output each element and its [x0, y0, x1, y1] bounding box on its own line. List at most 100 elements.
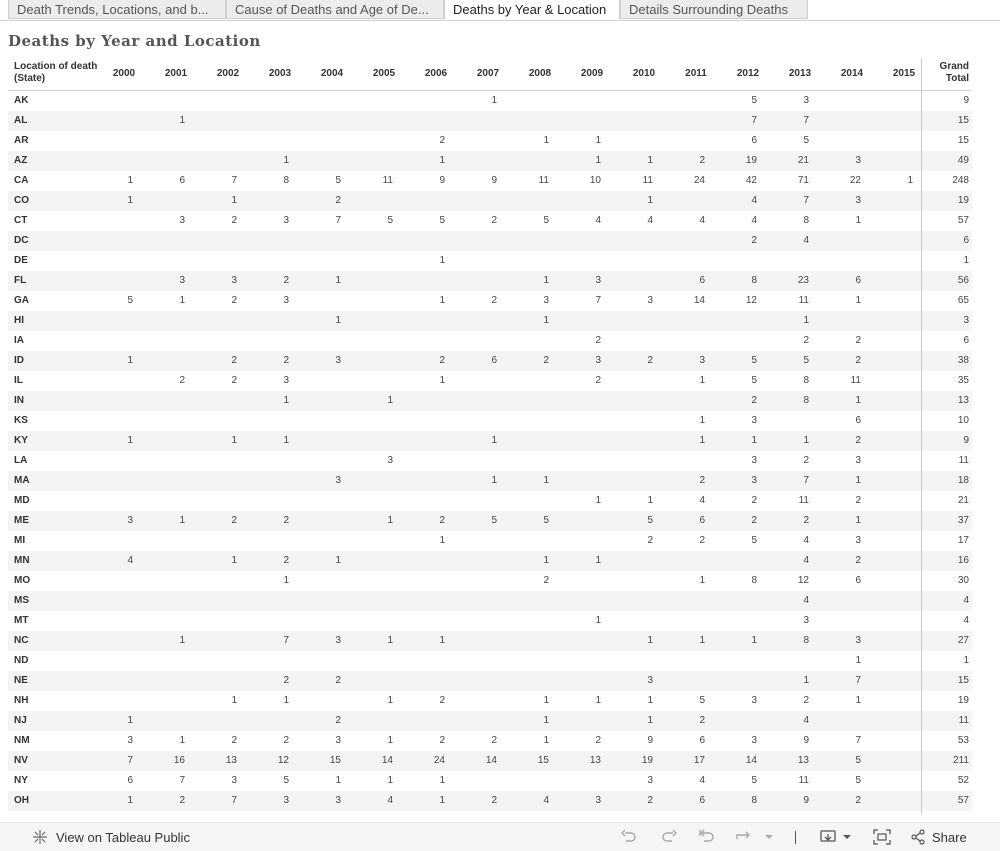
table-cell: 2	[803, 455, 809, 466]
table-cell: 2	[491, 795, 497, 806]
table-cell: 12	[797, 575, 809, 586]
table-cell: 7	[751, 115, 757, 126]
table-cell: 13	[225, 755, 237, 766]
table-cell: 11	[798, 495, 809, 506]
table-cell: 1	[543, 275, 549, 286]
table-cell: 1	[699, 635, 705, 646]
table-row: DE 1 1	[8, 251, 972, 271]
table-cell: 1	[855, 475, 861, 486]
tab-deaths-by-year-location[interactable]: Deaths by Year & Location	[444, 0, 620, 20]
table-cell: 1	[855, 515, 861, 526]
state-label: NH	[14, 695, 29, 706]
table-row: CT 3 2 3 7 5 5 2 5 4 4 4 4 8 1 57	[8, 211, 972, 231]
table-cell: 9	[491, 175, 497, 186]
redo-icon[interactable]	[660, 829, 678, 845]
table-cell: 22	[849, 175, 861, 186]
table-cell: 1	[179, 735, 185, 746]
table-cell: 1	[803, 435, 809, 446]
state-label: MI	[14, 535, 26, 546]
table-cell: 3	[647, 295, 653, 306]
table-row: AZ 1 1 1 1 2 19 21 3 49	[8, 151, 972, 171]
table-cell: 3	[387, 455, 393, 466]
year-header-2011: 2011	[685, 68, 707, 79]
state-label: AL	[14, 115, 28, 126]
table-cell: 1	[491, 95, 497, 106]
table-cell: 19	[641, 755, 653, 766]
state-label: NE	[14, 675, 28, 686]
table-cell: 1	[231, 435, 237, 446]
grand-total-cell: 6	[963, 235, 969, 246]
table-row: NC 1 7 3 1 1 1 1 1 8 3 27	[8, 631, 972, 651]
table-cell: 23	[797, 275, 809, 286]
table-cell: 2	[283, 355, 289, 366]
table-cell: 7	[283, 635, 289, 646]
grand-total-cell: 10	[957, 415, 969, 426]
table-cell: 3	[595, 275, 601, 286]
grand-total-cell: 15	[957, 115, 969, 126]
table-cell: 2	[231, 515, 237, 526]
state-label: AZ	[14, 155, 28, 166]
tab-details-surrounding-deaths[interactable]: Details Surrounding Deaths	[620, 0, 808, 19]
table-cell: 3	[283, 215, 289, 226]
share-label: Share	[932, 829, 967, 845]
table-cell: 14	[745, 755, 757, 766]
table-cell: 2	[231, 735, 237, 746]
table-cell: 1	[699, 575, 705, 586]
state-label: HI	[14, 315, 24, 326]
grand-total-cell: 37	[957, 515, 969, 526]
table-header: Location of death (State) 2000 2001 2002 20…	[8, 58, 972, 91]
state-label: FL	[14, 275, 27, 286]
table-cell: 19	[745, 155, 757, 166]
table-cell: 2	[491, 295, 497, 306]
tab-cause-of-deaths[interactable]: Cause of Deaths and Age of De...	[226, 0, 444, 19]
table-cell: 2	[855, 435, 861, 446]
table-cell: 3	[595, 355, 601, 366]
table-cell: 3	[283, 795, 289, 806]
share-button[interactable]: Share	[910, 829, 967, 845]
table-cell: 2	[543, 355, 549, 366]
refresh-dropdown-chevron-icon[interactable]	[764, 834, 774, 842]
grand-total-cell: 30	[957, 575, 969, 586]
table-cell: 2	[855, 795, 861, 806]
download-dropdown-chevron-icon[interactable]	[842, 834, 852, 842]
table-cell: 3	[699, 355, 705, 366]
revert-icon[interactable]	[698, 829, 716, 845]
table-row: IN 1 1 2 8 1 13	[8, 391, 972, 411]
undo-icon[interactable]	[620, 829, 638, 845]
table-row: NJ 1 2 1 1 2 4 11	[8, 711, 972, 731]
table-cell: 6	[699, 515, 705, 526]
view-on-tableau-public-link[interactable]: View on Tableau Public	[32, 829, 190, 845]
table-cell: 1	[647, 695, 653, 706]
table-cell: 1	[595, 135, 601, 146]
table-cell: 5	[751, 375, 757, 386]
table-row: GA 5 1 2 3 1 2 3 7 3 14 12 11 1 65	[8, 291, 972, 311]
tab-death-trends[interactable]: Death Trends, Locations, and b...	[8, 0, 226, 19]
state-label: NM	[14, 735, 30, 746]
table-cell: 5	[127, 295, 133, 306]
table-row: HI 1 1 1 3	[8, 311, 972, 331]
table-cell: 2	[647, 355, 653, 366]
table-cell: 3	[803, 95, 809, 106]
table-cell: 1	[543, 715, 549, 726]
row-header-label: Location of death (State)	[14, 61, 98, 84]
table-cell: 2	[751, 395, 757, 406]
table-cell: 2	[439, 355, 445, 366]
table-cell: 1	[387, 775, 393, 786]
year-header-2002: 2002	[216, 68, 240, 79]
table-cell: 7	[231, 175, 237, 186]
state-label: DC	[14, 235, 29, 246]
table-cell: 4	[127, 555, 133, 566]
state-label: LA	[14, 455, 28, 466]
table-cell: 24	[693, 175, 705, 186]
table-row: NY 6 7 3 5 1 1 1 3 4 5 11 5 52	[8, 771, 972, 791]
table-cell: 1	[803, 315, 809, 326]
grand-total-cell: 4	[963, 595, 969, 606]
fullscreen-icon[interactable]	[873, 829, 891, 845]
table-cell: 6	[127, 775, 133, 786]
table-cell: 4	[543, 795, 549, 806]
table-row: KY 1 1 1 1 1 1 1 2 9	[8, 431, 972, 451]
refresh-icon[interactable]	[734, 829, 754, 845]
download-icon[interactable]	[820, 829, 838, 845]
table-cell: 3	[803, 615, 809, 626]
state-label: MS	[14, 595, 29, 606]
